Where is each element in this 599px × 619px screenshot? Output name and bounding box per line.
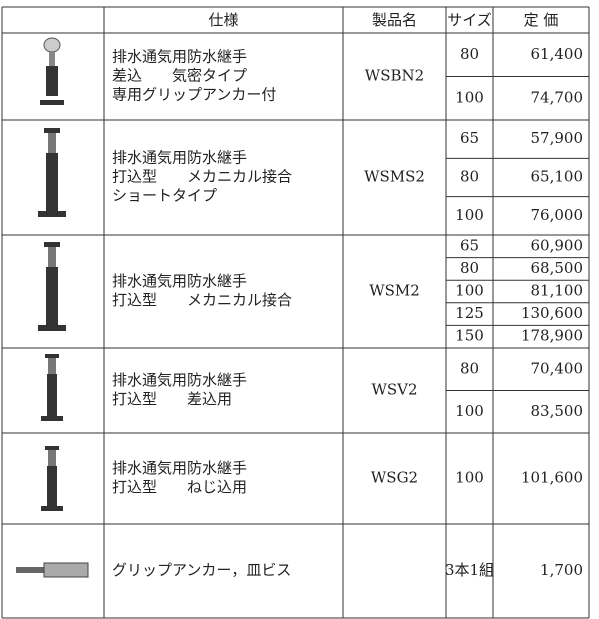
spec-line: 排水通気用防水継手 [112, 459, 247, 477]
spec-line: 排水通気用防水継手 [112, 272, 247, 290]
size: 100 [455, 402, 484, 420]
price: 57,900 [531, 129, 584, 147]
product-image [38, 128, 66, 217]
spec-line: 排水通気用防水継手 [112, 371, 247, 389]
size: 80 [460, 359, 479, 377]
price: 70,400 [531, 359, 584, 377]
size: 100 [455, 206, 484, 224]
header-cell: 仕様 [208, 11, 238, 29]
price: 101,600 [521, 469, 583, 487]
spec-line: 打込型 差込用 [112, 390, 232, 408]
product-name: WSBN2 [365, 67, 424, 85]
header-cell: サイズ [447, 11, 492, 29]
product-name: WSM2 [369, 282, 420, 300]
price: 130,600 [521, 304, 583, 322]
price: 68,500 [531, 259, 584, 277]
spec-line: 専用グリップアンカー付 [112, 86, 276, 104]
spec-line: 差込 気密タイプ [112, 67, 247, 85]
size: 100 [455, 282, 484, 300]
size: 80 [460, 168, 479, 186]
spec-line: ショートタイプ [112, 187, 217, 205]
price: 60,900 [531, 236, 584, 254]
price: 65,100 [531, 168, 584, 186]
product-image [40, 37, 64, 105]
product-image [38, 242, 66, 331]
spec-line: 打込型 メカニカル接合 [112, 291, 292, 309]
product-name: WSV2 [371, 381, 417, 399]
size: 3本1組 [445, 561, 494, 579]
spec-line: 排水通気用防水継手 [112, 149, 247, 167]
product-name: WSMS2 [364, 168, 425, 186]
product-images [16, 37, 89, 578]
product-image [16, 562, 89, 578]
price: 1,700 [540, 561, 583, 579]
price: 61,400 [531, 45, 584, 63]
price: 83,500 [531, 402, 584, 420]
size: 150 [455, 327, 484, 345]
size: 100 [455, 469, 484, 487]
price: 74,700 [531, 88, 584, 106]
spec-line: グリップアンカー，皿ビス [112, 561, 291, 579]
price: 81,100 [531, 282, 584, 300]
size: 65 [460, 129, 479, 147]
size: 125 [455, 304, 484, 322]
size: 80 [460, 45, 479, 63]
spec-line: 排水通気用防水継手 [112, 48, 247, 66]
size: 80 [460, 259, 479, 277]
spec-line: 打込型 メカニカル接合 [112, 168, 292, 186]
product-image [41, 354, 63, 421]
price: 178,900 [521, 327, 583, 345]
product-image [41, 446, 63, 511]
size: 100 [455, 88, 484, 106]
header-cell: 定 価 [524, 11, 559, 29]
header-cell: 製品名 [372, 11, 417, 29]
price: 76,000 [531, 206, 584, 224]
product-name: WSG2 [371, 469, 418, 487]
spec-line: 打込型 ねじ込用 [112, 478, 247, 496]
size: 65 [460, 236, 479, 254]
